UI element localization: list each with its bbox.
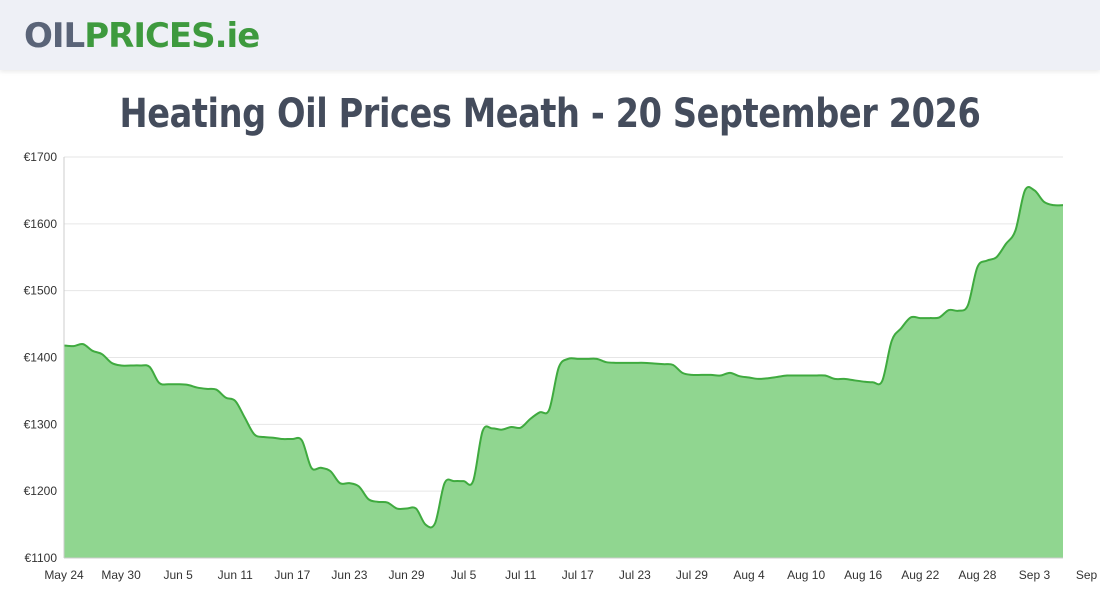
y-tick-label: €1200 xyxy=(24,484,58,498)
x-tick-label: Jun 5 xyxy=(163,568,193,582)
top-bar: OILPRICES.ie xyxy=(0,0,1100,70)
y-tick-label: €1500 xyxy=(24,284,58,298)
x-axis-ticks: May 24 May 30 Jun 5 Jun 11 Jun 17 Jun 23 Jun 2… xyxy=(44,568,1100,582)
logo-part-ie: .ie xyxy=(214,16,261,56)
x-tick-label: Jul 17 xyxy=(562,568,594,582)
x-tick-label: Jul 11 xyxy=(505,568,536,582)
x-tick-label: Aug 28 xyxy=(958,568,996,582)
page-title: Heating Oil Prices Meath - 20 September … xyxy=(119,91,981,137)
x-tick-label: Jul 5 xyxy=(451,568,477,582)
x-tick-label: Jun 11 xyxy=(218,568,253,582)
y-tick-label: €1300 xyxy=(24,417,58,431)
axes xyxy=(63,157,1063,559)
price-series-line xyxy=(63,185,1064,529)
price-area xyxy=(64,186,1063,558)
x-tick-label: Aug 22 xyxy=(901,568,939,582)
x-tick-label: Aug 4 xyxy=(733,568,765,582)
x-tick-label: Aug 16 xyxy=(844,568,882,582)
x-tick-label: May 30 xyxy=(101,568,141,582)
site-logo[interactable]: OILPRICES.ie xyxy=(24,14,261,58)
x-tick-label: Jul 23 xyxy=(619,568,651,582)
x-tick-label: Jun 29 xyxy=(388,568,424,582)
x-tick-label: Jul 29 xyxy=(676,568,708,582)
logo-part-prices: PRICES xyxy=(84,16,215,56)
x-tick-label: Jun 17 xyxy=(274,568,310,582)
x-tick-label: Sep 3 xyxy=(1019,568,1051,582)
x-tick-label: Jun 23 xyxy=(331,568,367,582)
x-tick-label: Aug 10 xyxy=(787,568,825,582)
y-tick-label: €1600 xyxy=(24,217,58,231)
y-tick-label: €1700 xyxy=(24,150,58,164)
y-tick-label: €1100 xyxy=(25,551,58,565)
logo-part-oil: OIL xyxy=(24,16,85,56)
x-tick-label: May 24 xyxy=(44,568,84,582)
y-tick-label: €1400 xyxy=(24,351,58,365)
x-tick-label: Sep 9 xyxy=(1076,568,1100,582)
y-axis-ticks: €1100 €1200 €1300 €1400 €1500 €1600 €1700 xyxy=(24,150,58,565)
